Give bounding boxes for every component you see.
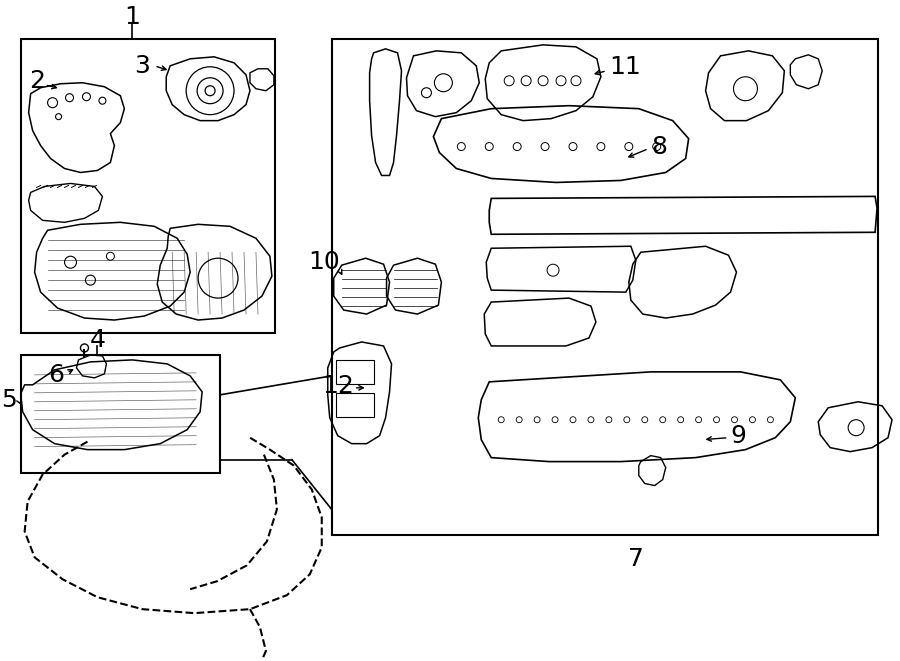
Text: 10: 10: [308, 251, 339, 274]
Text: 1: 1: [124, 5, 140, 29]
Text: 11: 11: [609, 55, 641, 79]
Text: 2: 2: [29, 69, 45, 93]
Text: 7: 7: [628, 547, 644, 571]
Text: 4: 4: [89, 328, 105, 352]
Text: 9: 9: [731, 424, 746, 447]
Text: 5: 5: [1, 388, 17, 412]
Bar: [332, 39, 878, 535]
Bar: [21, 39, 274, 333]
Bar: [21, 355, 220, 473]
Bar: [336, 393, 374, 416]
Text: 12: 12: [322, 374, 354, 398]
Text: 3: 3: [134, 54, 150, 78]
Text: 8: 8: [651, 135, 667, 159]
Text: 6: 6: [49, 363, 65, 387]
Bar: [336, 360, 374, 384]
